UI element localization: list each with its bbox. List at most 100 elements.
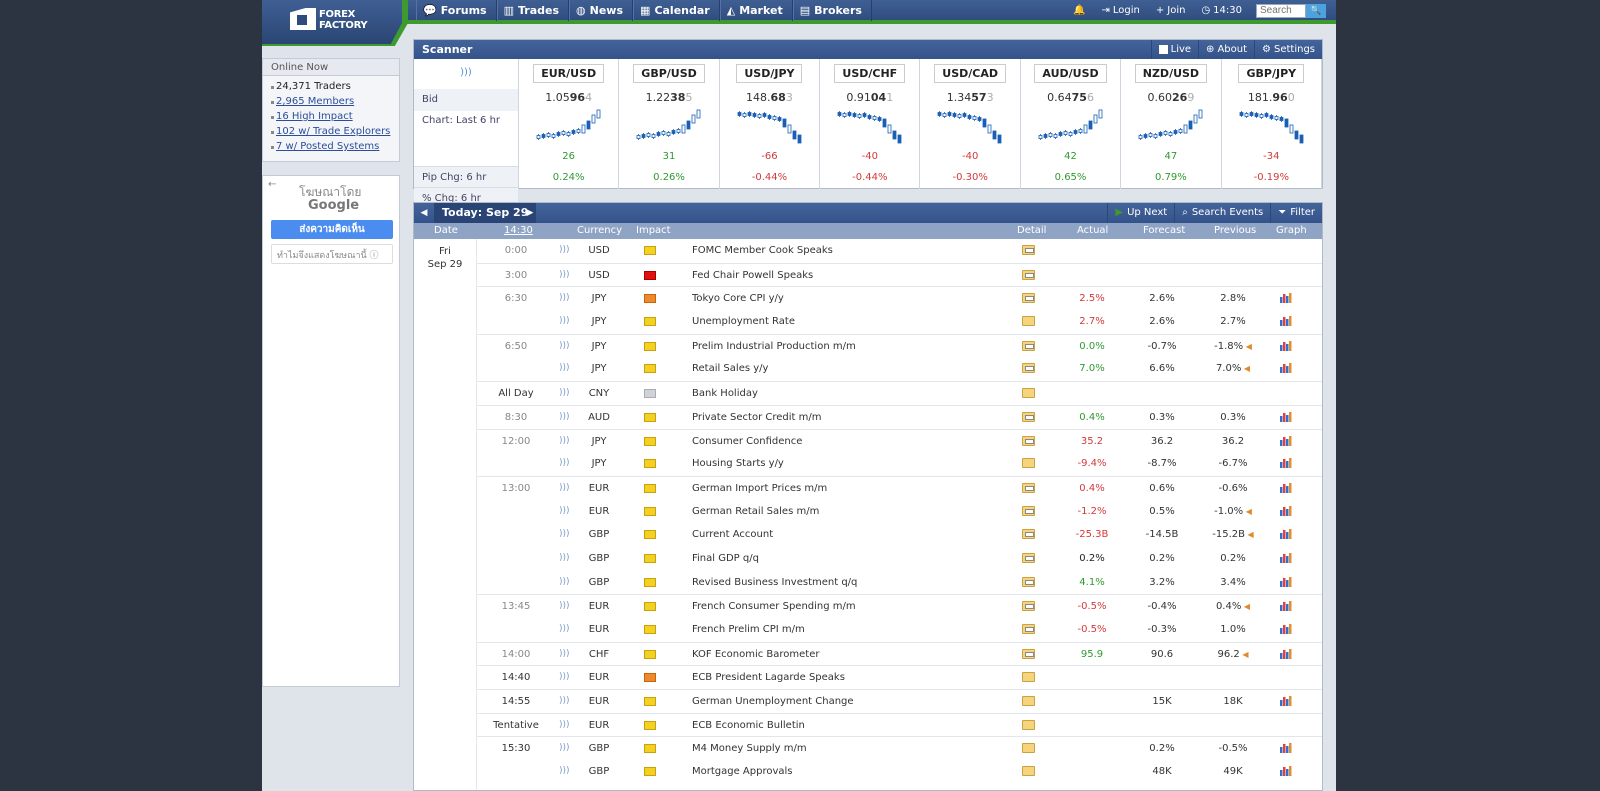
detail-folder-icon[interactable]: [1022, 743, 1035, 754]
detail-folder-icon[interactable]: [1022, 245, 1035, 255]
pair-column[interactable]: GBP/USD 1.22385 31 0.26%: [619, 59, 720, 189]
pair-column[interactable]: USD/JPY 148.683 -66 -0.44%: [720, 59, 821, 189]
ad-feedback-button[interactable]: ส่งความคิดเห็น: [271, 220, 393, 239]
event-title[interactable]: Bank Holiday: [692, 388, 758, 400]
detail-folder-icon[interactable]: [1022, 766, 1035, 777]
search-events-button[interactable]: ⌕ Search Events: [1174, 203, 1270, 223]
sound-alert-icon[interactable]: ))): [559, 505, 570, 516]
nav-forums[interactable]: 💬 Forums: [416, 0, 497, 21]
calendar-row[interactable]: 3:00))) USD Fed Chair Powell Speaks: [477, 262, 1322, 287]
detail-folder-icon[interactable]: [1022, 458, 1035, 469]
pair-column[interactable]: GBP/JPY 181.960 -34 -0.19%: [1222, 59, 1322, 189]
detail-folder-icon[interactable]: [1022, 482, 1035, 493]
impact-folder-icon[interactable]: [644, 317, 656, 327]
graph-icon[interactable]: [1280, 742, 1293, 754]
sound-alert-icon[interactable]: ))): [559, 482, 570, 493]
detail-folder-icon[interactable]: [1022, 269, 1035, 280]
detail-folder-icon[interactable]: [1022, 505, 1035, 516]
online-posted-systems-link[interactable]: 7 w/ Posted Systems: [276, 141, 380, 152]
pair-name[interactable]: AUD/USD: [1034, 64, 1107, 83]
calendar-row[interactable]: Tentative))) EUR ECB Economic Bulletin: [477, 712, 1322, 737]
calendar-row[interactable]: ))) GBP Current Account -25.3B -14.5B -15.2B …: [414, 523, 1322, 547]
pair-name[interactable]: GBP/USD: [633, 64, 705, 83]
event-title[interactable]: German Retail Sales m/m: [692, 505, 820, 517]
pair-name[interactable]: USD/CAD: [934, 64, 1007, 83]
impact-folder-icon[interactable]: [644, 673, 656, 683]
next-day-arrow-icon[interactable]: ▶: [526, 208, 534, 218]
sound-alert-icon[interactable]: ))): [559, 363, 570, 374]
event-title[interactable]: ECB President Lagarde Speaks: [692, 672, 845, 684]
calendar-row[interactable]: ))) GBP Final GDP q/q 0.2% 0.2% 0.2%: [414, 547, 1322, 571]
impact-folder-icon[interactable]: [644, 364, 656, 374]
sound-alert-icon[interactable]: ))): [559, 316, 570, 327]
search-input[interactable]: [1256, 3, 1306, 18]
detail-folder-icon[interactable]: [1022, 435, 1035, 446]
impact-folder-icon[interactable]: [644, 553, 656, 563]
graph-icon[interactable]: [1280, 292, 1293, 304]
notifications-icon[interactable]: 🔔: [1073, 5, 1086, 16]
calendar-row[interactable]: ))) EUR German Retail Sales m/m -1.2% 0.5% -1…: [414, 500, 1322, 524]
graph-icon[interactable]: [1280, 315, 1293, 327]
event-title[interactable]: Housing Starts y/y: [692, 458, 784, 470]
impact-folder-icon[interactable]: [644, 294, 656, 304]
sound-alert-icon[interactable]: ))): [559, 743, 570, 754]
login-link[interactable]: ⇥ Login: [1093, 5, 1147, 16]
detail-folder-icon[interactable]: [1022, 529, 1035, 540]
pair-column[interactable]: EUR/USD 1.05964 26 0.24%: [519, 59, 620, 189]
impact-folder-icon[interactable]: [644, 270, 656, 280]
calendar-row[interactable]: 14:00))) CHF KOF Economic Barometer 95.9 90.…: [477, 641, 1322, 666]
graph-icon[interactable]: [1280, 528, 1293, 540]
nav-brokers[interactable]: ▤ Brokers: [792, 0, 872, 21]
calendar-row[interactable]: ))) JPY Unemployment Rate 2.7% 2.6% 2.7%: [414, 310, 1322, 334]
prev-day-arrow-icon[interactable]: ◀: [420, 208, 428, 218]
detail-folder-icon[interactable]: [1022, 624, 1035, 634]
detail-folder-icon[interactable]: [1022, 316, 1035, 327]
impact-folder-icon[interactable]: [644, 412, 656, 422]
impact-folder-icon[interactable]: [644, 649, 656, 659]
event-title[interactable]: Unemployment Rate: [692, 316, 795, 328]
impact-folder-icon[interactable]: [644, 246, 656, 255]
sound-alert-icon[interactable]: ))): [559, 529, 570, 540]
impact-folder-icon[interactable]: [644, 530, 656, 540]
pair-column[interactable]: NZD/USD 0.60269 47 0.79%: [1121, 59, 1222, 189]
ad-back-icon[interactable]: ←: [268, 179, 277, 190]
detail-folder-icon[interactable]: [1022, 340, 1035, 351]
sound-alert-icon[interactable]: ))): [559, 340, 570, 351]
graph-icon[interactable]: [1280, 695, 1293, 707]
detail-folder-icon[interactable]: [1022, 672, 1035, 683]
detail-folder-icon[interactable]: [1022, 552, 1035, 563]
sound-alert-icon[interactable]: ))): [559, 719, 570, 730]
calendar-row[interactable]: 6:50))) JPY Prelim Industrial Production m…: [477, 333, 1322, 358]
clock[interactable]: ◷ 14:30: [1193, 5, 1250, 16]
event-title[interactable]: Tokyo Core CPI y/y: [692, 293, 784, 305]
detail-folder-icon[interactable]: [1022, 411, 1035, 422]
calendar-row[interactable]: 8:30))) AUD Private Sector Credit m/m 0.4% 0…: [477, 404, 1322, 429]
event-title[interactable]: M4 Money Supply m/m: [692, 743, 807, 755]
calendar-row[interactable]: ))) GBP Revised Business Investment q/q 4.1…: [414, 571, 1322, 595]
impact-folder-icon[interactable]: [644, 459, 656, 469]
event-title[interactable]: French Prelim CPI m/m: [692, 624, 805, 635]
online-high-impact-link[interactable]: 16 High Impact: [276, 111, 353, 122]
calendar-row[interactable]: ))) JPY Housing Starts y/y -9.4% -8.7% -6.7%: [414, 452, 1322, 476]
event-title[interactable]: FOMC Member Cook Speaks: [692, 245, 833, 256]
event-title[interactable]: Private Sector Credit m/m: [692, 411, 822, 423]
impact-folder-icon[interactable]: [644, 697, 656, 707]
impact-folder-icon[interactable]: [644, 389, 656, 399]
detail-folder-icon[interactable]: [1022, 388, 1035, 399]
graph-icon[interactable]: [1280, 340, 1293, 351]
online-members-link[interactable]: 2,965 Members: [276, 96, 355, 107]
impact-folder-icon[interactable]: [644, 506, 656, 516]
col-time[interactable]: 14:30: [504, 225, 533, 236]
calendar-row[interactable]: ))) JPY Retail Sales y/y 7.0% 6.6% 7.0% ◀: [414, 357, 1322, 381]
calendar-row[interactable]: 13:45))) EUR French Consumer Spending m/m -…: [477, 594, 1322, 618]
detail-folder-icon[interactable]: [1022, 648, 1035, 659]
sound-alert-icon[interactable]: ))): [559, 672, 570, 683]
search-button[interactable]: 🔍: [1306, 3, 1326, 18]
detail-folder-icon[interactable]: [1022, 293, 1035, 304]
up-next-button[interactable]: ▶ Up Next: [1107, 203, 1174, 223]
live-checkbox[interactable]: [1158, 45, 1168, 54]
impact-folder-icon[interactable]: [644, 436, 656, 446]
calendar-row[interactable]: 0:00))) USD FOMC Member Cook Speaks: [414, 239, 1322, 263]
event-title[interactable]: KOF Economic Barometer: [692, 648, 820, 660]
event-title[interactable]: Fed Chair Powell Speaks: [692, 269, 814, 281]
